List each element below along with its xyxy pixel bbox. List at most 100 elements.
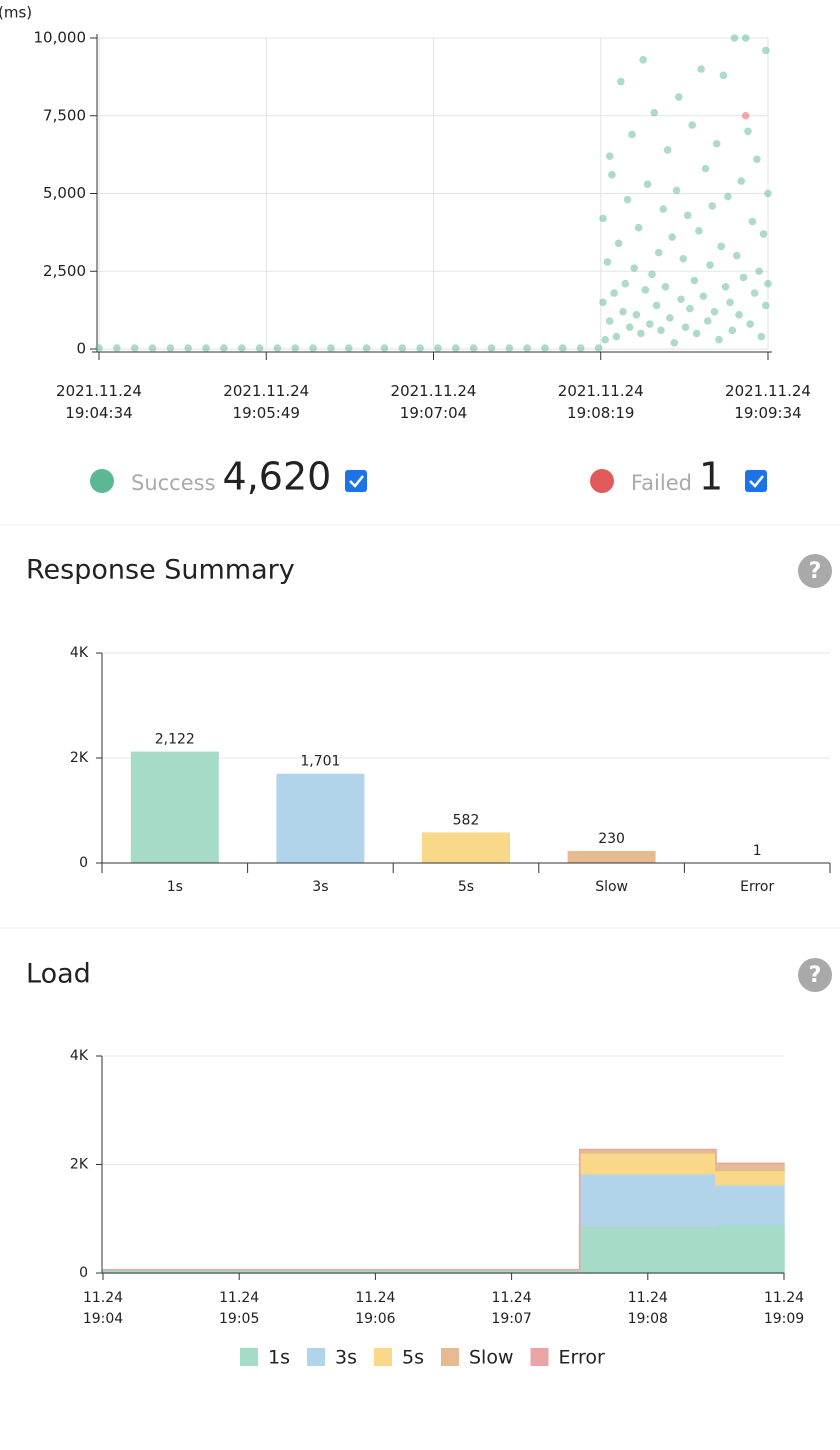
data-point [646,320,654,328]
x-tick-label: 11.24 19:08 [627,1290,668,1327]
x-tick-label: 2021.11.24 19:07:04 [390,382,477,422]
data-point [255,344,264,352]
x-tick-label: 5s [458,879,474,895]
legend-count: 4,620 [223,455,332,499]
data-point [712,139,721,148]
data-point [630,264,638,272]
x-tick-label: 1s [167,879,183,895]
data-point [666,314,674,322]
data-point [594,344,603,352]
data-point [612,332,621,341]
data-point [715,335,723,344]
data-point [724,192,732,201]
data-point [697,65,705,73]
data-point [362,344,371,352]
data-point [599,214,607,223]
legend-label: Error [559,1347,606,1369]
data-point [672,186,681,195]
data-point [726,298,734,307]
data-point [677,295,685,304]
data-point [148,344,157,352]
svg-text:?: ? [809,963,822,988]
data-point [699,292,708,300]
data-point [761,301,770,310]
data-point [603,258,612,266]
data-point [739,273,748,282]
y-tick-label: 2K [70,750,89,766]
data-point [523,344,531,352]
data-point [576,344,585,352]
x-tick-label: 11.24 19:04 [82,1290,124,1327]
data-point [692,329,701,338]
data-point [617,77,625,86]
data-point [730,34,739,42]
data-point [708,202,717,210]
legend-label: 3s [335,1347,357,1369]
bar [567,850,656,863]
data-point [95,344,103,352]
data-point [614,239,623,248]
y-tick-label: 2K [70,1157,89,1173]
y-tick-label: 5,000 [43,184,86,202]
data-point [166,344,175,352]
data-point [755,267,763,276]
legend-swatch [530,1348,549,1366]
help-icon[interactable]: ? [798,958,832,992]
data-point [434,344,442,352]
data-point [690,276,699,285]
data-point [657,326,665,335]
data-point [273,344,282,352]
y-tick-label: 2,500 [43,262,86,280]
section-title: Response Summary [26,555,295,586]
y-tick-label: 0 [79,1265,88,1281]
data-point [759,230,768,238]
data-point [625,323,634,332]
data-point [741,111,750,120]
data-point [639,55,647,64]
data-point [659,205,667,213]
legend-name: Failed [631,471,692,495]
data-point [650,108,659,117]
bar-label: 2,122 [155,732,195,748]
data-point [202,344,210,352]
data-point [663,146,672,154]
legend-label: Slow [469,1347,514,1369]
y-tick-label: 4K [70,1048,89,1064]
x-tick-label: 11.24 19:06 [355,1290,396,1327]
x-tick-label: 11.24 19:05 [219,1290,260,1327]
data-point [605,152,614,160]
legend-label: 5s [402,1347,424,1369]
bar [130,751,219,863]
data-point [701,164,710,173]
legend-swatch [240,1348,258,1366]
checkbox[interactable] [745,470,767,492]
data-point [654,248,663,257]
data-point [619,307,627,316]
data-point [608,171,616,179]
y-tick-label: 7,500 [43,106,86,124]
bar [422,832,510,863]
data-point [601,335,610,344]
data-point [661,283,670,291]
data-point [688,121,696,129]
data-point [679,255,688,263]
y-tick-label: 0 [76,340,86,358]
data-point [706,261,714,269]
data-point [764,189,772,198]
data-point [737,177,746,185]
data-point [416,344,424,352]
checkbox[interactable] [345,470,367,492]
data-point [237,344,246,352]
legend-name: Success [131,471,216,495]
data-point [732,251,741,260]
data-point [327,344,335,352]
svg-text:?: ? [809,559,822,584]
data-point [703,317,712,325]
x-tick-label: Slow [595,879,628,895]
bar-label: 1 [753,843,762,859]
data-point [686,304,694,313]
data-point [309,344,317,352]
data-point [744,127,752,136]
help-icon[interactable]: ? [798,554,832,588]
